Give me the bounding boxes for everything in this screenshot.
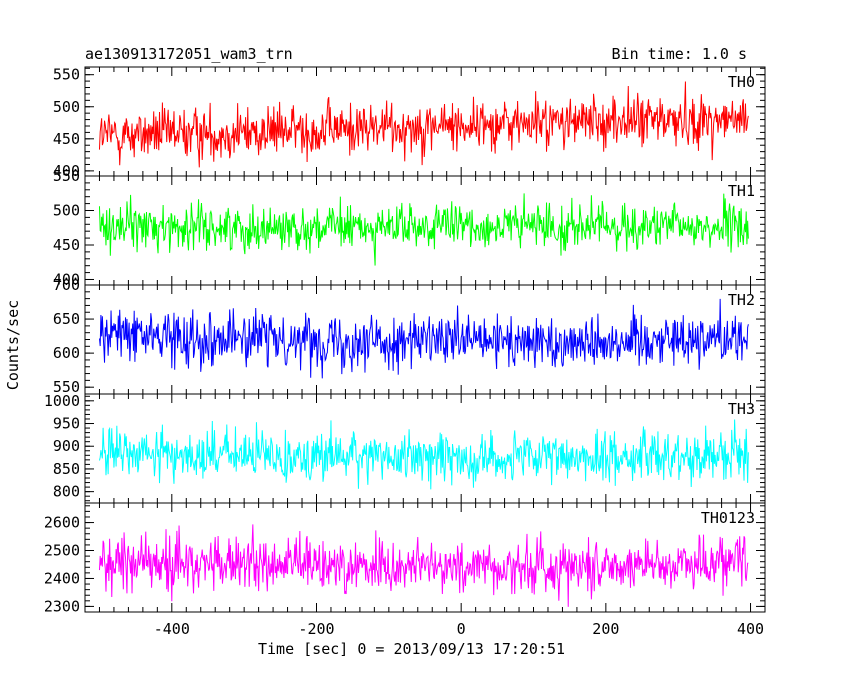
y-tick-label: 550 [53,167,80,185]
series-label-th0123: TH0123 [701,509,755,527]
y-tick-label: 650 [53,310,80,328]
x-tick-label: -400 [154,620,190,638]
panel-frame-th0123 [84,502,766,613]
y-tick-label: 600 [53,344,80,362]
series-label-th0: TH0 [728,73,755,91]
y-tick-label: 550 [53,378,80,396]
series-label-th1: TH1 [728,182,755,200]
y-tick-label: 450 [53,236,80,254]
y-tick-label: 2600 [44,514,80,532]
y-tick-label: 900 [53,437,80,455]
y-tick-label: 700 [53,276,80,294]
y-tick-label: 2300 [44,597,80,615]
x-tick-label: -200 [298,620,334,638]
y-tick-label: 850 [53,460,80,478]
y-tick-label: 500 [53,98,80,116]
y-tick-label: 500 [53,201,80,219]
y-tick-label: 2500 [44,542,80,560]
x-tick-label: 0 [457,620,466,638]
y-tick-label: 400 [53,162,80,180]
y-tick-label: 950 [53,415,80,433]
series-line-th2 [98,298,749,379]
series-line-th1 [98,193,749,266]
series-line-th0123 [98,524,749,607]
x-axis-label: Time [sec] 0 = 2013/09/13 17:20:51 [258,640,566,658]
series-label-th3: TH3 [728,400,755,418]
x-tick-label: 200 [592,620,619,638]
y-tick-label: 800 [53,483,80,501]
y-axis-label: Counts/sec [4,299,22,391]
bin-time-label: Bin time: 1.0 s [611,45,747,63]
y-tick-label: 2400 [44,569,80,587]
series-line-th3 [98,419,749,490]
y-tick-label: 1000 [44,392,80,410]
plot-title: ae130913172051_wam3_trn [85,45,293,63]
y-tick-label: 450 [53,130,80,148]
series-label-th2: TH2 [728,291,755,309]
series-line-th0 [98,81,749,168]
y-tick-label: 400 [53,270,80,288]
x-tick-label: 400 [737,620,764,638]
y-tick-label: 550 [53,66,80,84]
